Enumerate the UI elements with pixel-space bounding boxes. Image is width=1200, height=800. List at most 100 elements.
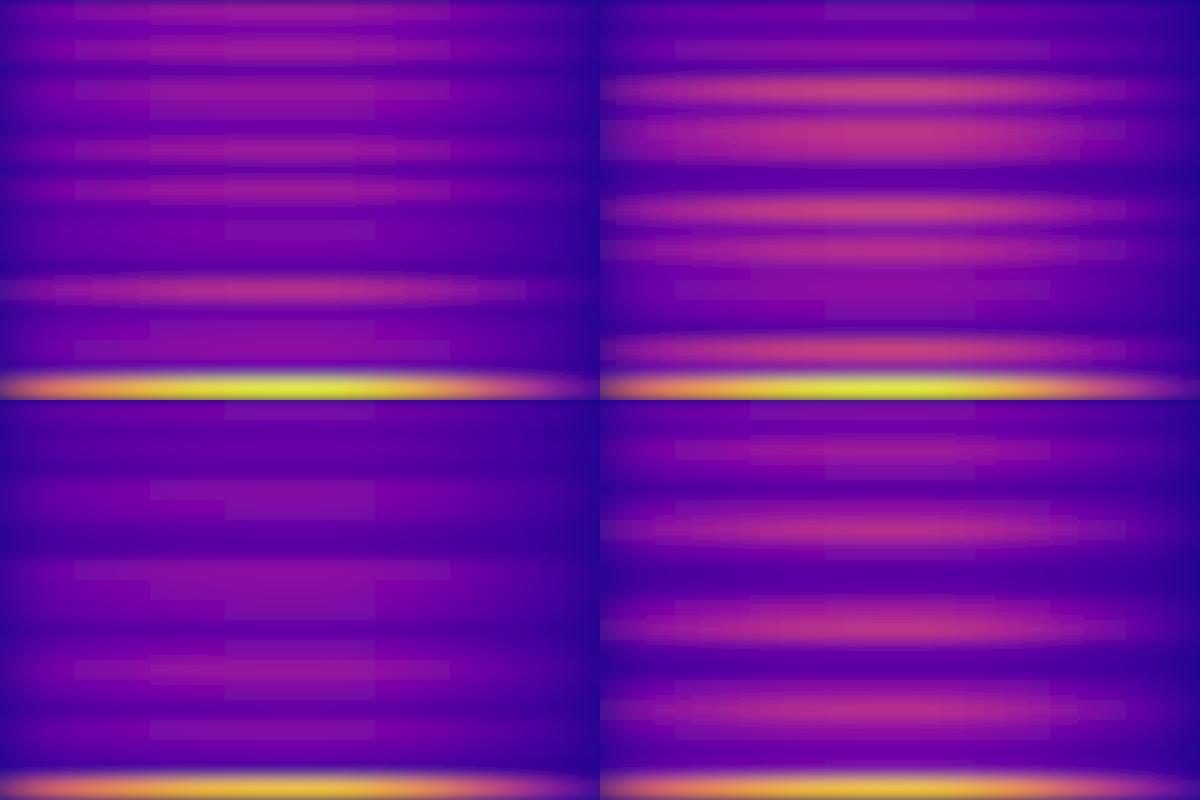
heatmap-cell <box>75 680 151 701</box>
heatmap-cell <box>0 40 76 61</box>
heatmap-cell <box>1050 160 1126 181</box>
heatmap-cell <box>225 760 301 781</box>
heatmap-cell <box>375 620 451 641</box>
heatmap-cell <box>225 640 301 661</box>
heatmap-cell <box>825 500 901 521</box>
heatmap-cell <box>900 100 976 121</box>
heatmap-cell <box>1125 0 1200 21</box>
heatmap-cell <box>900 380 976 400</box>
heatmap-cell <box>1050 140 1126 161</box>
heatmap-cell <box>0 280 76 301</box>
heatmap-cell <box>675 660 751 681</box>
heatmap-cell <box>1050 320 1126 341</box>
heatmap-cell <box>750 520 826 541</box>
heatmap-cell <box>525 140 600 161</box>
heatmap-cell <box>375 0 451 21</box>
heatmap-cell <box>225 240 301 261</box>
heatmap-cell <box>300 460 376 481</box>
heatmap-cell <box>975 680 1051 701</box>
heatmap-cell <box>75 200 151 221</box>
heatmap-cell <box>975 380 1051 400</box>
heatmap-cell <box>75 260 151 281</box>
heatmap-cell <box>975 300 1051 321</box>
heatmap-cell <box>450 580 526 601</box>
heatmap-cell <box>600 40 676 61</box>
heatmap-cell <box>375 380 451 400</box>
heatmap-cell <box>1050 620 1126 641</box>
heatmap-cell <box>750 700 826 721</box>
heatmap-cell <box>150 240 226 261</box>
heatmap-cells <box>0 0 600 400</box>
heatmap-cell <box>0 460 76 481</box>
heatmap-cell <box>300 760 376 781</box>
heatmap-cell <box>450 380 526 400</box>
heatmap-cell <box>600 100 676 121</box>
heatmap-cell <box>600 520 676 541</box>
heatmap-cell <box>675 220 751 241</box>
heatmap-cell <box>0 260 76 281</box>
heatmap-cell <box>525 280 600 301</box>
heatmap-cell <box>1125 460 1200 481</box>
heatmap-cell <box>975 640 1051 661</box>
heatmap-cell <box>0 580 76 601</box>
heatmap-cell <box>825 780 901 800</box>
heatmap-cell <box>150 220 226 241</box>
heatmap-cell <box>675 600 751 621</box>
heatmap-cell <box>825 200 901 221</box>
heatmap-cell <box>525 700 600 721</box>
heatmap-cell <box>375 260 451 281</box>
heatmap-cell <box>750 60 826 81</box>
heatmap-cell <box>900 340 976 361</box>
heatmap-cell <box>1125 300 1200 321</box>
heatmap-cell <box>300 600 376 621</box>
heatmap-cell <box>450 660 526 681</box>
heatmap-cell <box>375 640 451 661</box>
heatmap-cell <box>600 220 676 241</box>
heatmap-cells <box>600 400 1200 800</box>
heatmap-cell <box>900 220 976 241</box>
heatmap-cell <box>825 560 901 581</box>
heatmap-cell <box>675 780 751 800</box>
heatmap-cell <box>600 80 676 101</box>
heatmap-cell <box>525 40 600 61</box>
heatmap-cell <box>1050 40 1126 61</box>
heatmap-cell <box>525 300 600 321</box>
heatmap-cell <box>825 420 901 441</box>
heatmap-cell <box>825 320 901 341</box>
heatmap-cell <box>375 680 451 701</box>
heatmap-cell <box>600 600 676 621</box>
heatmap-cell <box>150 460 226 481</box>
heatmap-cell <box>300 400 376 421</box>
heatmap-cell <box>1050 80 1126 101</box>
heatmap-cell <box>1050 400 1126 421</box>
heatmap-cell <box>900 40 976 61</box>
heatmap-cell <box>225 480 301 501</box>
heatmap-cell <box>225 360 301 381</box>
heatmap-cell <box>300 100 376 121</box>
heatmap-cell <box>225 340 301 361</box>
heatmap-cell <box>825 20 901 41</box>
heatmap-cell <box>825 600 901 621</box>
heatmap-cell <box>675 460 751 481</box>
heatmap-cell <box>750 500 826 521</box>
heatmap-cell <box>600 540 676 561</box>
heatmap-cell <box>375 460 451 481</box>
heatmap-cell <box>375 200 451 221</box>
heatmap-cell <box>825 60 901 81</box>
heatmap-cell <box>750 100 826 121</box>
heatmap-cell <box>0 600 76 621</box>
heatmap-cell <box>600 660 676 681</box>
heatmap-cell <box>300 540 376 561</box>
heatmap-cell <box>525 780 600 800</box>
heatmap-cell <box>525 340 600 361</box>
heatmap-cell <box>450 340 526 361</box>
heatmap-cell <box>1050 560 1126 581</box>
heatmap-cell <box>300 560 376 581</box>
heatmap-cell <box>975 780 1051 800</box>
heatmap-cell <box>1125 720 1200 741</box>
heatmap-cell <box>675 680 751 701</box>
heatmap-cell <box>150 700 226 721</box>
heatmap-cell <box>375 320 451 341</box>
heatmap-cell <box>975 260 1051 281</box>
heatmap-cell <box>450 300 526 321</box>
